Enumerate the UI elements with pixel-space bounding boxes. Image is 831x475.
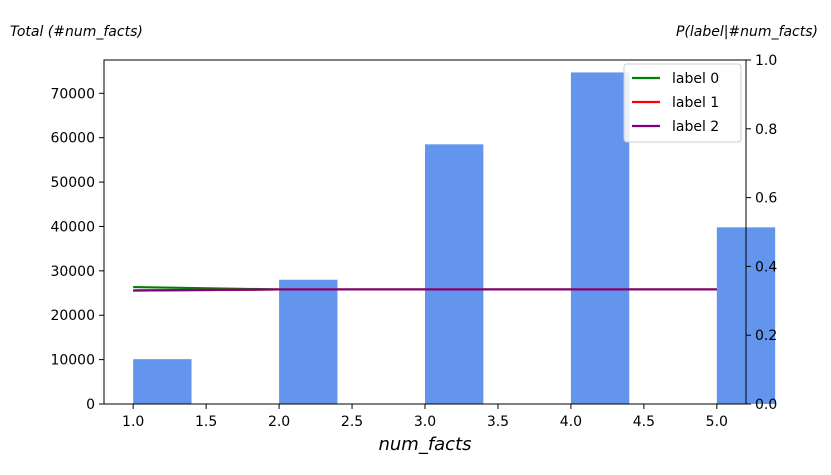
legend-label: label 2: [672, 119, 719, 135]
x-tick-label: 3.0: [414, 414, 436, 430]
y-right-tick-label: 0.0: [755, 397, 777, 413]
y-left-tick-label: 20000: [50, 308, 95, 324]
y-right-tick-label: 0.4: [755, 259, 777, 275]
y-left-tick-label: 10000: [50, 353, 95, 369]
y-left-tick-label: 30000: [50, 264, 95, 280]
y-left-tick-label: 40000: [50, 219, 95, 235]
x-tick-label: 1.5: [195, 414, 217, 430]
legend-box: [623, 63, 742, 143]
x-tick-label: 4.5: [633, 414, 655, 430]
x-tick-label: 3.5: [487, 414, 509, 430]
y-right-tick-label: 0.2: [755, 328, 777, 344]
left-axis-title: Total (#num_facts): [10, 24, 143, 40]
y-left-tick-label: 50000: [50, 175, 95, 191]
y-right-tick-label: 0.8: [755, 122, 777, 138]
right-axis-title: P(label|#num_facts): [676, 24, 818, 40]
x-tick-label: 2.5: [341, 414, 363, 430]
legend-label: label 1: [672, 95, 719, 111]
y-left-tick-label: 0: [86, 397, 95, 413]
x-tick-label: 1.0: [122, 414, 144, 430]
legend: label 0 label 1 label 2: [623, 63, 742, 143]
bar: [133, 359, 192, 404]
series-line: [133, 288, 717, 292]
x-axis-title: num_facts: [378, 434, 471, 455]
y-right-tick-label: 1.0: [755, 53, 777, 69]
y-left-tick-label: 70000: [50, 86, 95, 102]
bar: [425, 144, 484, 404]
legend-label: label 0: [672, 71, 719, 87]
bar: [279, 279, 338, 404]
x-tick-label: 2.0: [268, 414, 290, 430]
lines-group: [133, 285, 717, 292]
bar: [570, 72, 630, 404]
y-left-tick-label: 60000: [50, 131, 95, 147]
y-right-tick-label: 0.6: [755, 191, 777, 207]
x-tick-label: 4.0: [560, 414, 582, 430]
x-tick-label: 5.0: [706, 414, 728, 430]
axes-group: 1.0 1.5 2.0 2.5 3.0 3.5 4.0 4.5 5.0 0 10000 20000 30…: [50, 53, 777, 430]
